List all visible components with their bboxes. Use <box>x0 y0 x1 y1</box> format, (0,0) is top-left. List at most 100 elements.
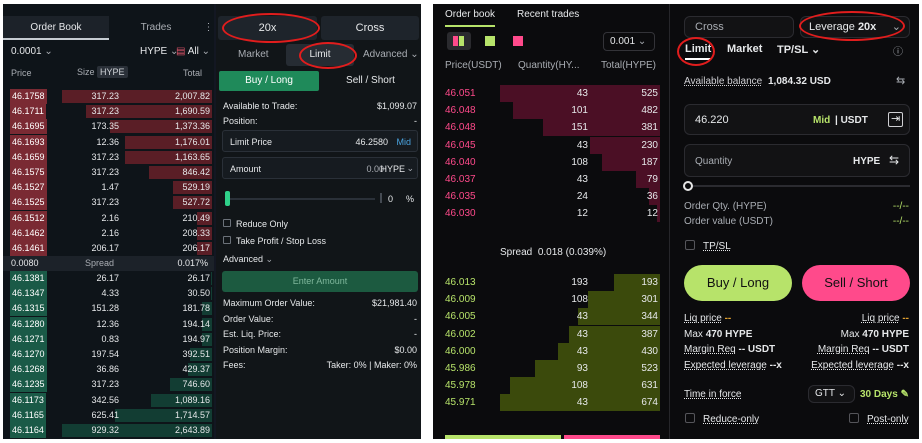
book-row[interactable]: 46.009 108 301 <box>433 291 660 309</box>
book-row[interactable]: 45.978 108 631 <box>433 377 660 395</box>
enter-amount-button[interactable]: Enter Amount <box>222 271 418 292</box>
post-only-checkbox[interactable] <box>849 413 859 423</box>
book-row[interactable]: 46.1315 151.28 181.78 <box>8 301 212 317</box>
quantity-slider-handle[interactable] <box>683 181 693 191</box>
book-row[interactable]: 46.1268 36.86 429.37 <box>8 362 212 378</box>
tab-market[interactable]: Market <box>727 43 763 55</box>
transfer-icon[interactable]: ⇆ <box>896 75 906 87</box>
book-row[interactable]: 46.005 43 344 <box>433 308 660 326</box>
book-row[interactable]: 46.000 43 430 <box>433 342 660 360</box>
book-row[interactable]: 46.030 12 12 <box>433 205 660 223</box>
amount-slider-handle[interactable] <box>225 191 230 206</box>
tab-order-book[interactable]: Order book <box>445 9 496 27</box>
book-row[interactable]: 46.1693 12.36 1,176.01 <box>8 134 212 150</box>
depth-bar <box>188 363 212 377</box>
book-row[interactable]: 46.1525 317.23 527.72 <box>8 195 212 211</box>
depth-bar <box>588 291 660 309</box>
buy-long-toggle[interactable]: Buy / Long <box>219 71 319 91</box>
row-total: 523 <box>641 363 658 374</box>
tick-size-select[interactable]: 0.0001 ⌄ <box>11 46 53 57</box>
tab-tpsl[interactable]: TP/SL ⌄ <box>777 43 820 56</box>
reduce-only-checkbox[interactable] <box>223 219 231 227</box>
row-total: 1,089.16 <box>174 394 210 405</box>
row-size: 1.47 <box>101 182 119 193</box>
stat-value: $0.00 <box>394 344 417 355</box>
price-unit-switch-icon[interactable]: ⇥ <box>888 112 904 127</box>
book-row[interactable]: 46.1164 929.32 2,643.89 <box>8 423 212 438</box>
book-view-asks-icon[interactable] <box>513 36 523 46</box>
book-row[interactable]: 46.1165 625.41 1,714.57 <box>8 407 212 423</box>
swap-unit-icon[interactable]: ⇆ <box>889 153 900 167</box>
margin-mode-button[interactable]: Cross <box>684 16 794 38</box>
book-row[interactable]: 46.1280 12.36 194.14 <box>8 316 212 332</box>
row-size: 342.56 <box>91 394 119 405</box>
tab-market[interactable]: Market <box>238 49 269 60</box>
book-view-both-icon[interactable] <box>447 32 471 50</box>
book-row[interactable]: 46.002 43 387 <box>433 325 660 343</box>
book-row[interactable]: 46.1758 317.23 2,007.82 <box>8 89 212 104</box>
stat-left-value: -- USDT <box>738 344 776 355</box>
book-row[interactable]: 46.013 193 193 <box>433 274 660 291</box>
depth-bar <box>197 242 212 255</box>
book-row[interactable]: 46.1235 317.23 746.60 <box>8 377 212 393</box>
book-row[interactable]: 46.040 108 187 <box>433 153 660 171</box>
book-view-bids-icon[interactable] <box>485 36 495 46</box>
book-row[interactable]: 46.1695 173.35 1,373.36 <box>8 119 212 135</box>
book-row[interactable]: 46.045 43 230 <box>433 136 660 154</box>
book-row[interactable]: 46.1347 4.33 30.50 <box>8 286 212 302</box>
book-row[interactable]: 46.035 24 36 <box>433 188 660 206</box>
margin-mode-button[interactable]: Cross <box>321 16 419 40</box>
row-size: 12.36 <box>96 318 119 329</box>
price-input[interactable]: 46.220 Mid | USDT ⇥ <box>684 104 910 135</box>
tab-order-book[interactable]: Order Book <box>3 16 109 40</box>
limit-price-input[interactable]: Limit Price 46.2580 Mid <box>222 130 418 152</box>
book-row[interactable]: 46.1711 317.23 1,690.59 <box>8 104 212 120</box>
book-row[interactable]: 46.1461 206.17 206.17 <box>8 241 212 256</box>
book-row[interactable]: 46.037 43 79 <box>433 171 660 188</box>
reduce-only-checkbox[interactable] <box>685 413 695 423</box>
depth-bar <box>557 342 660 360</box>
book-row[interactable]: 46.1381 26.17 26.17 <box>8 271 212 286</box>
book-row[interactable]: 46.1575 317.23 846.42 <box>8 165 212 180</box>
mid-button[interactable]: Mid <box>396 137 411 147</box>
book-row[interactable]: 46.1462 2.16 208.33 <box>8 225 212 241</box>
info-icon[interactable]: ⓘ <box>893 47 903 58</box>
filter-all-select[interactable]: ▤ All ⌄ <box>176 46 210 57</box>
tpsl-checkbox[interactable] <box>685 240 695 250</box>
book-row[interactable]: 46.048 151 381 <box>433 119 660 137</box>
amount-slider-track[interactable] <box>227 198 375 200</box>
depth-bar <box>170 378 212 392</box>
book-row[interactable]: 45.971 43 674 <box>433 394 660 412</box>
asset-select[interactable]: HYPE ⌄ <box>140 46 178 57</box>
sell-short-button[interactable]: Sell / Short <box>802 265 910 301</box>
book-row[interactable]: 46.1527 1.47 529.19 <box>8 180 212 196</box>
tab-advanced[interactable]: Advanced ⌄ <box>363 49 419 60</box>
quantity-input[interactable]: Quantity HYPE ⇆ <box>684 144 910 177</box>
quantity-slider-track[interactable] <box>688 185 910 187</box>
amount-input[interactable]: Amount 0.00 HYPE ⌄ <box>222 157 418 179</box>
tab-recent-trades[interactable]: Recent trades <box>517 9 580 20</box>
time-in-force-select[interactable]: GTT ⌄ <box>808 385 855 403</box>
book-row[interactable]: 46.1270 197.54 392.51 <box>8 347 212 362</box>
mid-button[interactable]: Mid <box>813 115 831 126</box>
book-row[interactable]: 46.048 101 482 <box>433 102 660 120</box>
tick-size-select[interactable]: 0.001 ⌄ <box>603 32 655 51</box>
row-total: 525 <box>641 88 658 99</box>
book-row[interactable]: 46.1173 342.56 1,089.16 <box>8 392 212 408</box>
sell-short-toggle[interactable]: Sell / Short <box>346 75 395 86</box>
book-row[interactable]: 45.986 93 523 <box>433 360 660 377</box>
tpsl-checkbox[interactable] <box>223 236 231 244</box>
gtt-days[interactable]: 30 Days ✎ <box>860 389 909 400</box>
book-row[interactable]: 46.051 43 525 <box>433 85 660 102</box>
kebab-menu-icon[interactable]: ⋮ <box>203 22 214 33</box>
tab-trades[interactable]: Trades <box>140 22 172 33</box>
book-row[interactable]: 46.1512 2.16 210.49 <box>8 210 212 226</box>
row-size: 317.23 <box>91 151 119 162</box>
buy-long-button[interactable]: Buy / Long <box>684 265 792 301</box>
buy-ratio-bar <box>445 435 561 439</box>
slider-value[interactable]: 0 <box>388 194 394 204</box>
size-unit-badge[interactable]: HYPE <box>97 66 128 78</box>
book-row[interactable]: 46.1659 317.23 1,163.65 <box>8 149 212 165</box>
book-row[interactable]: 46.1271 0.83 194.97 <box>8 331 212 347</box>
advanced-toggle[interactable]: Advanced ⌄ <box>223 254 273 265</box>
